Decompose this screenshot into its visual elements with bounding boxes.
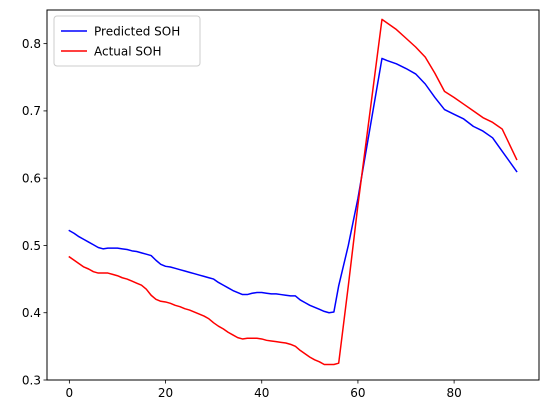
plot-lines (68, 18, 518, 366)
y-tick-label: 0.3 (22, 373, 41, 387)
series-line-1 (68, 57, 518, 314)
x-tick-label: 60 (350, 386, 365, 400)
y-tick-label: 0.5 (22, 239, 41, 253)
x-axis: 0 20 40 60 80 (66, 380, 462, 400)
x-tick-label: 0 (66, 386, 74, 400)
legend-label-2: Actual SOH (94, 45, 162, 59)
y-axis: 0.3 0.4 0.5 0.6 0.7 0.8 (22, 37, 47, 387)
x-tick-label: 40 (254, 386, 269, 400)
y-tick-label: 0.8 (22, 37, 41, 51)
y-tick-label: 0.6 (22, 171, 41, 185)
y-tick-label: 0.7 (22, 104, 41, 118)
legend: Predicted SOH Actual SOH (53, 15, 201, 67)
plot-frame (46, 9, 540, 381)
x-tick-label: 20 (158, 386, 173, 400)
x-tick-label: 80 (446, 386, 461, 400)
legend-label-1: Predicted SOH (94, 25, 180, 39)
legend-box (53, 15, 201, 67)
series-line-2 (68, 18, 518, 366)
y-tick-label: 0.4 (22, 306, 41, 320)
